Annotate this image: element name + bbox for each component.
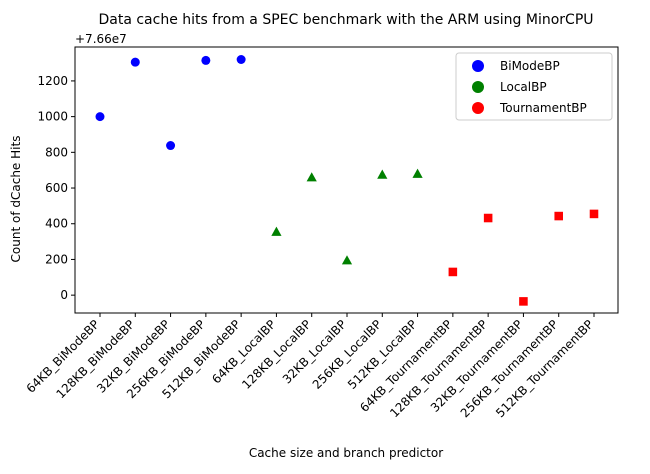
chart-title: Data cache hits from a SPEC benchmark wi… bbox=[98, 12, 593, 28]
y-tick-label: 400 bbox=[45, 217, 68, 231]
data-point-tournamentbp bbox=[589, 209, 599, 219]
x-axis-label: Cache size and branch predictor bbox=[249, 446, 443, 460]
data-point-bimodebp bbox=[236, 54, 246, 64]
legend-frame bbox=[455, 52, 613, 121]
legend-label-localbp: LocalBP bbox=[500, 80, 547, 94]
data-point-bimodebp bbox=[166, 141, 176, 151]
data-point-bimodebp bbox=[130, 57, 140, 67]
data-point-tournamentbp bbox=[519, 297, 528, 306]
data-point-localbp bbox=[341, 255, 353, 265]
legend-label-tournamentbp: TournamentBP bbox=[499, 101, 587, 115]
legend: BiModeBP LocalBP TournamentBP bbox=[455, 52, 613, 121]
legend-marker-bimodebp bbox=[472, 60, 484, 72]
y-tick-label: 1200 bbox=[37, 74, 68, 88]
data-point-tournamentbp bbox=[554, 211, 563, 221]
y-tick-label: 800 bbox=[45, 145, 68, 159]
y-tick-label: 200 bbox=[45, 252, 68, 266]
y-tick-label: 600 bbox=[45, 181, 68, 195]
y-tick-label: 0 bbox=[60, 288, 68, 302]
data-point-localbp bbox=[271, 226, 282, 236]
data-point-localbp bbox=[306, 172, 317, 182]
data-point-tournamentbp bbox=[448, 267, 458, 277]
data-point-bimodebp bbox=[201, 55, 211, 65]
y-offset-label: +7.66e7 bbox=[75, 32, 127, 46]
y-tick-label: 1000 bbox=[37, 110, 68, 124]
data-point-localbp bbox=[412, 168, 423, 178]
data-point-bimodebp bbox=[95, 112, 105, 122]
data-point-localbp bbox=[377, 169, 388, 179]
legend-label-bimodebp: BiModeBP bbox=[500, 59, 560, 73]
legend-marker-tournamentbp bbox=[472, 102, 484, 114]
legend-marker-localbp bbox=[472, 81, 484, 93]
data-point-tournamentbp bbox=[483, 213, 493, 223]
y-axis-label: Count of dCache Hits bbox=[9, 136, 23, 263]
